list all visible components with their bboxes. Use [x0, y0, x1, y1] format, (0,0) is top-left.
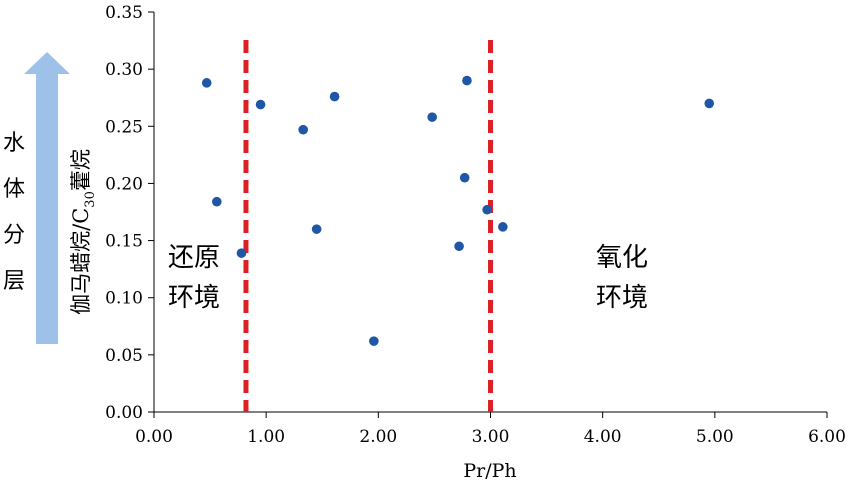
- y-tick-label: 0.05: [105, 346, 143, 366]
- y-axis-label-suffix: 藿烷: [69, 149, 93, 191]
- data-point-3: [255, 99, 266, 110]
- side-label-char-3: 层: [3, 269, 25, 294]
- data-point-1: [212, 196, 222, 207]
- data-point-2: [236, 248, 247, 258]
- x-tick-label: 6.00: [808, 427, 846, 447]
- data-point-11: [462, 75, 472, 86]
- y-tick-label: 0.30: [105, 60, 143, 80]
- x-ticks: 0.00 1.00 2.00 3.00 4.00 5.00 6.00: [135, 412, 846, 447]
- y-axis-label-main: 伽马蜡烷/C: [69, 208, 93, 315]
- x-tick-label: 1.00: [247, 427, 285, 447]
- threshold-lines: [243, 40, 493, 412]
- y-ticks: 0.00 0.05 0.10 0.15 0.20 0.25 0.30 0.35: [105, 3, 154, 423]
- data-points: [201, 75, 715, 346]
- data-point-0: [201, 78, 212, 88]
- region-annotations: 还原 环境 氧化 环境: [168, 243, 648, 313]
- data-point-4: [298, 124, 308, 135]
- right-region-label-line-1: 氧化: [596, 243, 648, 273]
- y-tick-label: 0.25: [105, 117, 143, 137]
- y-tick-label: 0.20: [105, 174, 143, 194]
- x-tick-label: 5.00: [696, 427, 734, 447]
- left-region-label-line-2: 环境: [168, 283, 220, 313]
- data-point-7: [369, 336, 379, 346]
- data-point-6: [329, 91, 340, 102]
- side-label-char-1: 体: [3, 177, 25, 202]
- y-axis-label-subscript: 30: [83, 191, 98, 208]
- x-tick-label: 3.00: [472, 427, 510, 447]
- x-tick-label: 4.00: [584, 427, 622, 447]
- left-region-label-line-1: 还原: [168, 243, 220, 273]
- y-tick-label: 0.15: [105, 232, 143, 252]
- data-point-8: [427, 112, 437, 122]
- side-indicator: 水 体 分 层: [3, 52, 70, 344]
- data-point-9: [454, 241, 464, 252]
- data-point-5: [311, 224, 322, 234]
- y-tick-label: 0.35: [105, 3, 143, 23]
- right-region-label-line-2: 环境: [596, 283, 648, 313]
- y-tick-label: 0.00: [105, 403, 143, 423]
- data-point-12: [482, 204, 492, 215]
- x-tick-label: 2.00: [359, 427, 397, 447]
- x-axis-label: Pr/Ph: [463, 460, 516, 482]
- y-axis-label: 伽马蜡烷/C30藿烷: [69, 149, 98, 315]
- data-point-10: [459, 172, 470, 183]
- side-label-char-0: 水: [3, 131, 25, 156]
- data-point-13: [498, 222, 508, 232]
- data-point-14: [704, 98, 715, 109]
- x-tick-label: 0.00: [135, 427, 173, 447]
- side-label-char-2: 分: [3, 223, 25, 248]
- y-tick-label: 0.10: [105, 289, 143, 309]
- up-arrow-icon: [24, 52, 70, 344]
